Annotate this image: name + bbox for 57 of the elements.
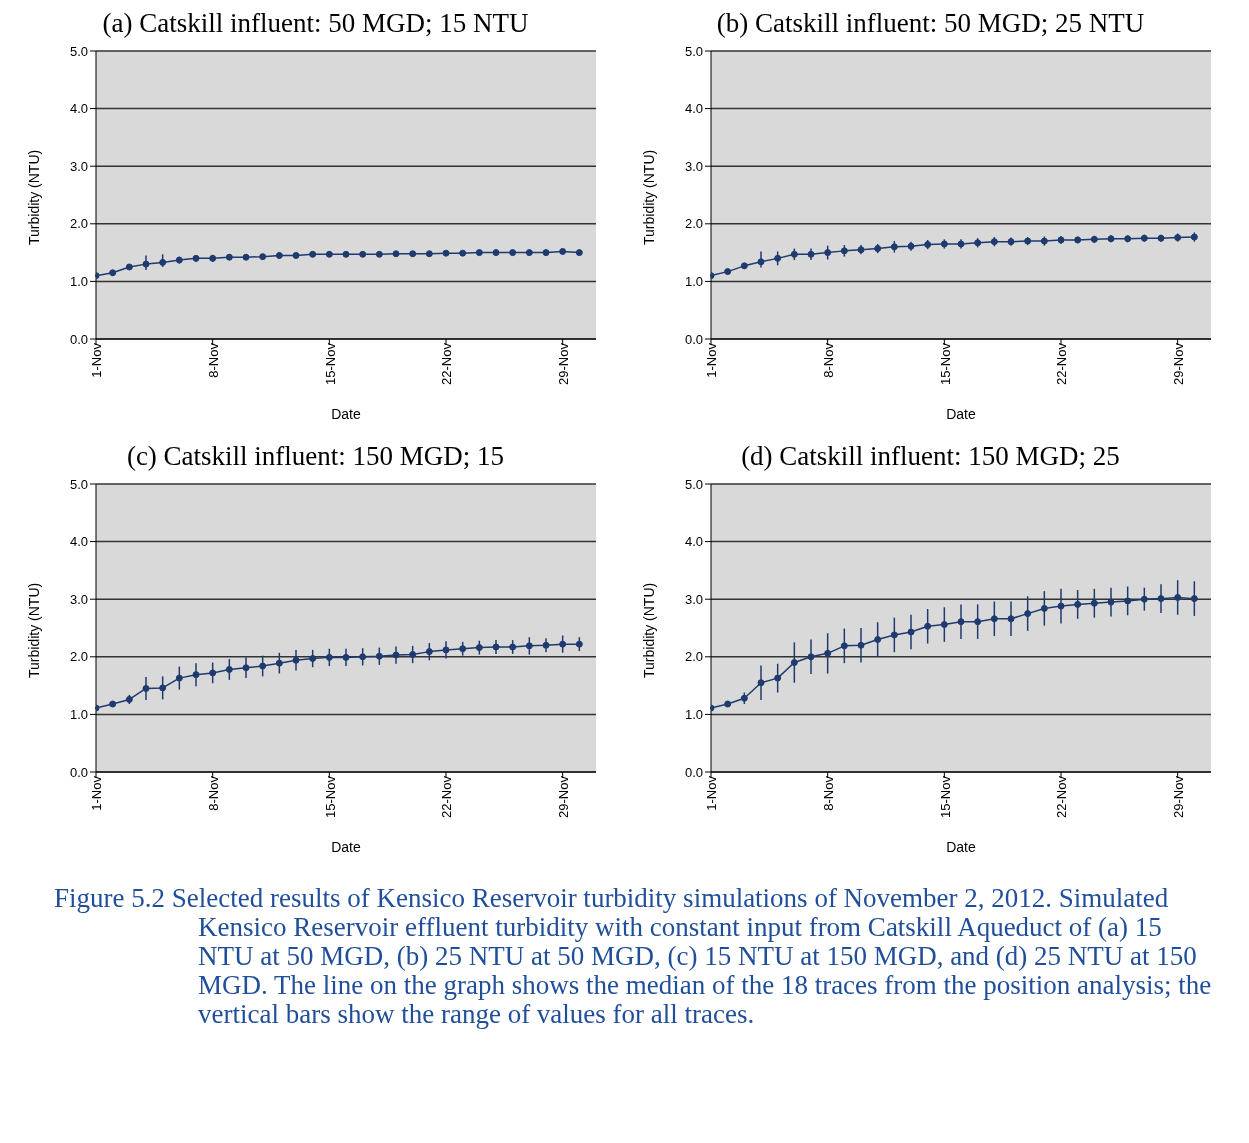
x-tick-label: 8-Nov — [205, 775, 221, 811]
x-tick-label: 15-Nov — [322, 342, 338, 385]
y-axis-title: Turbidity (NTU) — [640, 582, 657, 678]
x-tick-label: 22-Nov — [1053, 342, 1069, 385]
x-tick-label: 15-Nov — [937, 775, 953, 818]
y-tick-label: 0.0 — [684, 331, 703, 347]
chart-title: (b) Catskill influent: 50 MGD; 25 NTU — [715, 8, 1146, 39]
y-tick-label: 3.0 — [69, 158, 88, 174]
x-tick-label: 22-Nov — [438, 342, 454, 385]
y-tick-label: 4.0 — [684, 101, 703, 117]
y-tick-label: 1.0 — [69, 707, 88, 723]
x-tick-label: 1-Nov — [88, 775, 104, 811]
x-tick-label: 1-Nov — [703, 342, 719, 378]
y-tick-label: 5.0 — [684, 43, 703, 59]
y-tick-label: 4.0 — [69, 101, 88, 117]
y-tick-label: 0.0 — [69, 331, 88, 347]
y-tick-label: 2.0 — [684, 649, 703, 665]
y-tick-label: 0.0 — [69, 764, 88, 780]
y-tick-label: 2.0 — [684, 216, 703, 232]
chart-title: (d) Catskill influent: 150 MGD; 25 — [740, 441, 1121, 472]
y-tick-label: 3.0 — [684, 591, 703, 607]
y-tick-label: 3.0 — [684, 158, 703, 174]
x-tick-label: 8-Nov — [820, 342, 836, 378]
y-tick-label: 5.0 — [69, 476, 88, 492]
y-axis-title: Turbidity (NTU) — [25, 582, 42, 678]
x-tick-label: 22-Nov — [1053, 775, 1069, 818]
x-tick-label: 15-Nov — [937, 342, 953, 385]
x-axis-title: Date — [330, 406, 361, 422]
x-tick-label: 29-Nov — [1170, 342, 1186, 385]
y-tick-label: 4.0 — [684, 534, 703, 550]
x-tick-label: 29-Nov — [1170, 775, 1186, 818]
chart-title: (a) Catskill influent: 50 MGD; 15 NTU — [101, 8, 530, 39]
x-tick-label: 22-Nov — [438, 775, 454, 818]
y-tick-label: 2.0 — [69, 649, 88, 665]
caption: Figure 5.2 Selected results of Kensico Reservoir turbidity simulations of November 2, 2012. Simulated Kensico Reservoir effluent turbidity with constant input from Catskill Aqueduct of (a) 15 NTU at 50 MGD, (b) 25 NTU at 50 MGD, (c) 15 NTU at 150 MGD, and (d) 25 NTU at 150 MGD. The line on the graph shows the median of the 18 traces from the position analysis; the vertical bars show the range of values for all traces. — [54, 883, 1213, 1029]
x-tick-label: 8-Nov — [205, 342, 221, 378]
x-tick-label: 29-Nov — [555, 775, 571, 818]
x-tick-label: 1-Nov — [88, 342, 104, 378]
y-tick-label: 1.0 — [684, 707, 703, 723]
y-tick-label: 4.0 — [69, 534, 88, 550]
y-tick-label: 1.0 — [69, 274, 88, 290]
y-tick-label: 5.0 — [69, 43, 88, 59]
x-axis-title: Date — [945, 406, 976, 422]
y-axis-title: Turbidity (NTU) — [25, 149, 42, 245]
y-tick-label: 3.0 — [69, 591, 88, 607]
chart-title: (c) Catskill influent: 150 MGD; 15 — [125, 441, 506, 472]
x-tick-label: 29-Nov — [555, 342, 571, 385]
y-axis-title: Turbidity (NTU) — [640, 149, 657, 245]
y-tick-label: 0.0 — [684, 764, 703, 780]
x-tick-label: 8-Nov — [820, 775, 836, 811]
y-tick-label: 2.0 — [69, 216, 88, 232]
x-axis-title: Date — [945, 839, 976, 855]
y-tick-label: 1.0 — [684, 274, 703, 290]
x-axis-title: Date — [330, 839, 361, 855]
y-tick-label: 5.0 — [684, 476, 703, 492]
x-tick-label: 15-Nov — [322, 775, 338, 818]
x-tick-label: 1-Nov — [703, 775, 719, 811]
